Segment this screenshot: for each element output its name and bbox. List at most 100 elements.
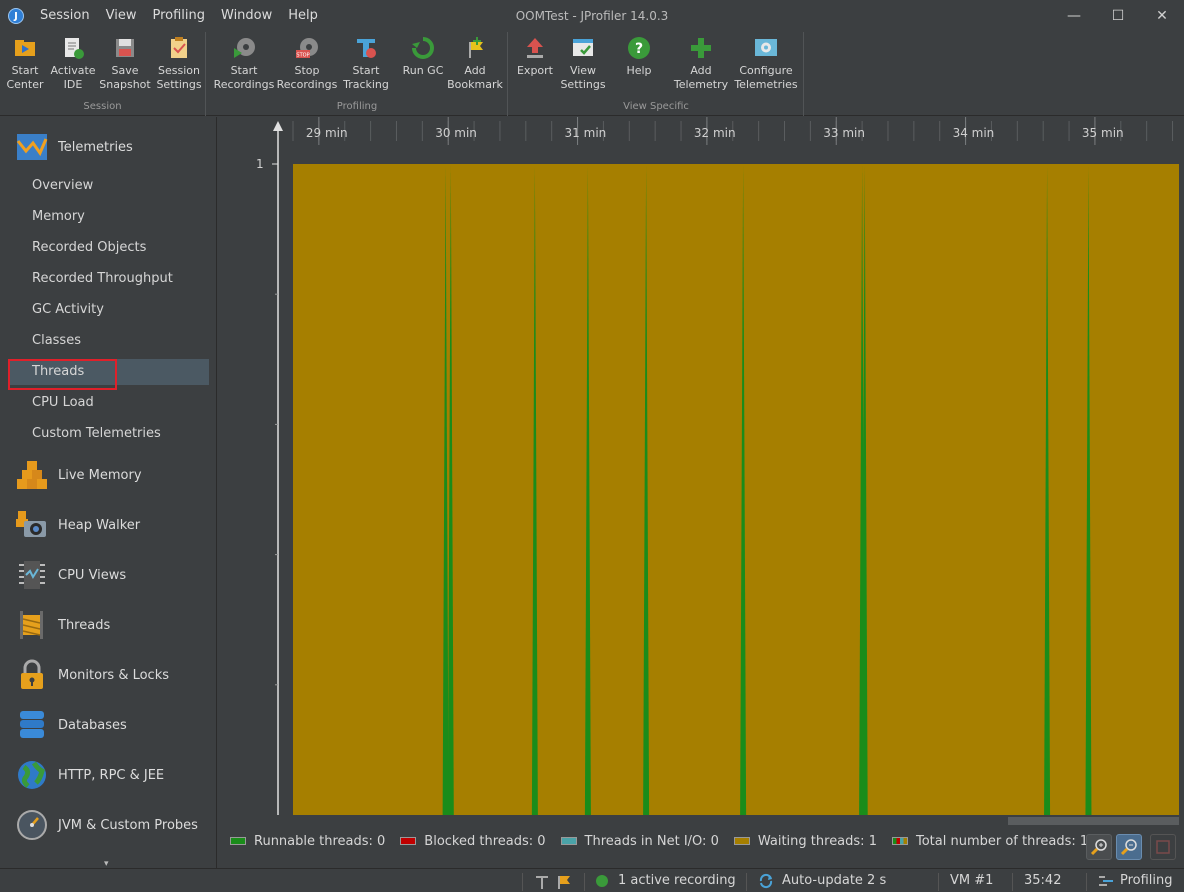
zoom-out-icon [1120,839,1137,856]
help-icon: ? [627,36,651,60]
runnable-threads-spike [643,166,650,815]
section-http-rpc-jee[interactable]: HTTP, RPC & JEE [16,757,164,793]
legend-runnable[interactable]: Runnable threads: 0 [230,834,385,849]
threads-icon [16,609,48,641]
add-telemetry-button[interactable]: Add Telemetry [673,34,729,98]
menu-profiling[interactable]: Profiling [152,8,205,23]
sidebar-item-recorded-throughput[interactable]: Recorded Throughput [32,271,173,286]
status-autoupdate[interactable]: Auto-update 2 s [758,869,886,892]
session-settings-button[interactable]: Session Settings [154,34,204,98]
section-live-memory[interactable]: Live Memory [16,457,142,493]
status-separator [938,873,939,891]
scroll-down-arrow-icon[interactable]: ▾ [104,859,109,869]
sidebar-item-recorded-objects[interactable]: Recorded Objects [32,240,147,255]
runnable-threads-spike [584,166,591,815]
section-databases[interactable]: Databases [16,707,127,743]
export-icon [523,36,547,60]
start-tracking-button[interactable]: Start Tracking [341,34,391,98]
chart-legend: Runnable threads: 0 Blocked threads: 0 T… [230,830,1103,852]
section-cpu-views[interactable]: CPU Views [16,557,126,593]
maximize-button[interactable]: ☐ [1111,8,1125,24]
sidebar-item-classes[interactable]: Classes [32,333,81,348]
section-jvm-custom-probes[interactable]: JVM & Custom Probes [16,807,198,843]
zoom-in-button[interactable] [1086,834,1112,860]
status-vm[interactable]: VM #1 [950,873,994,888]
x-tick-label: 30 min [435,126,477,140]
recording-dot-icon [596,875,608,887]
legend-total[interactable]: Total number of threads: 1 [891,834,1088,849]
add-bookmark-button[interactable]: Add Bookmark [447,34,503,98]
add-telemetry-icon [689,36,713,60]
view-settings-button[interactable]: View Settings [559,34,607,98]
runnable-threads-spike [1085,166,1092,815]
save-snapshot-button[interactable]: Save Snapshot [99,34,151,98]
legend-blocked[interactable]: Blocked threads: 0 [400,834,546,849]
x-tick-label: 33 min [823,126,865,140]
save-snapshot-icon [113,36,137,60]
status-mode[interactable]: Profiling [1098,869,1173,892]
group-label-profiling: Profiling [336,101,378,112]
status-tools[interactable] [534,869,574,892]
refresh-icon [759,873,773,889]
svg-text:?: ? [635,41,643,57]
jprofiler-app-icon[interactable]: J [8,8,24,24]
sidebar-item-threads[interactable]: Threads [32,364,85,379]
runnable-threads-spike [740,166,747,815]
x-tick-label: 32 min [694,126,736,140]
x-tick-label: 34 min [953,126,995,140]
sidebar-item-memory[interactable]: Memory [32,209,85,224]
add-bookmark-icon [463,36,487,60]
stop-recordings-icon: STOP [295,36,319,60]
section-monitors-locks[interactable]: Monitors & Locks [16,657,169,693]
profiling-mode-icon [1099,876,1113,886]
legend-waiting[interactable]: Waiting threads: 1 [733,834,877,849]
activate-ide-button[interactable]: Activate IDE [50,34,96,98]
start-center-icon [13,36,37,60]
legend-swatch-net-io [560,837,577,845]
threads-telemetry-chart[interactable]: 29 min 30 min 31 min 32 min 33 min 34 min 35 m… [218,117,1184,829]
close-button[interactable]: ✕ [1156,8,1168,24]
run-gc-icon [411,36,435,60]
start-tracking-icon [354,36,378,60]
runnable-threads-spike [442,166,449,815]
x-tick-label: 29 min [306,126,348,140]
legend-swatch-blocked [400,837,417,845]
section-heap-walker[interactable]: Heap Walker [16,507,140,543]
legend-net-io[interactable]: Threads in Net I/O: 0 [560,834,719,849]
sidebar-item-custom-telemetries[interactable]: Custom Telemetries [32,426,161,441]
legend-swatch-total [891,837,908,845]
menu-help[interactable]: Help [288,8,318,23]
minimize-button[interactable]: — [1067,8,1081,24]
view-selector-sidebar: Telemetries Overview Memory Recorded Obj… [0,117,217,875]
runnable-threads-spike [531,166,538,815]
sidebar-item-overview[interactable]: Overview [32,178,94,193]
menu-bar: Session View Profiling Window Help [32,0,326,32]
y-tick-label: 1 [256,157,264,171]
runnable-threads-spike [447,166,454,815]
menu-session[interactable]: Session [40,8,90,23]
x-tick-label: 35 min [1082,126,1124,140]
menu-view[interactable]: View [105,8,137,23]
help-button[interactable]: ? Help [617,34,661,98]
fit-view-button[interactable] [1150,834,1176,860]
globe-icon [16,759,48,791]
sidebar-item-cpu-load[interactable]: CPU Load [32,395,94,410]
configure-telemetries-button[interactable]: Configure Telemetries [733,34,799,98]
chart-area-layer [293,164,1179,815]
section-telemetries[interactable]: Telemetries [16,129,133,165]
activate-ide-icon [61,36,85,60]
cpu-views-icon [16,559,48,591]
start-recordings-button[interactable]: Start Recordings [214,34,274,98]
run-gc-button[interactable]: Run GC [399,34,447,98]
gauge-icon [16,809,48,841]
export-button[interactable]: Export [515,34,555,98]
status-recording[interactable]: 1 active recording [596,869,736,892]
sidebar-item-gc-activity[interactable]: GC Activity [32,302,104,317]
section-threads[interactable]: Threads [16,607,110,643]
horizontal-scrollbar-thumb [1008,817,1179,825]
zoom-out-button[interactable] [1116,834,1142,860]
y-axis-arrow [273,121,283,131]
menu-window[interactable]: Window [221,8,273,23]
start-center-button[interactable]: Start Center [4,34,46,98]
stop-recordings-button[interactable]: STOP Stop Recordings [277,34,337,98]
